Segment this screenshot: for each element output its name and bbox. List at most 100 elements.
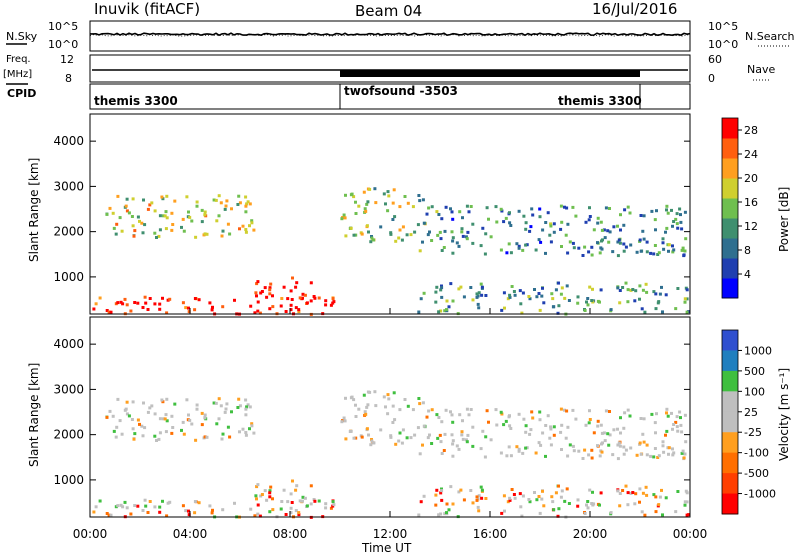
velocity-cell xyxy=(190,422,194,426)
power-cell xyxy=(224,204,228,208)
power-cell xyxy=(489,235,493,239)
velocity-panel-frame xyxy=(89,316,691,518)
velocity-cell xyxy=(487,420,490,424)
power-cell xyxy=(665,204,669,208)
power-cell xyxy=(148,203,152,207)
y-tick-label: 3000 xyxy=(53,382,84,396)
power-cell xyxy=(437,213,441,216)
velocity-cell xyxy=(564,436,568,440)
velocity-cell xyxy=(518,492,522,496)
power-cell xyxy=(434,300,438,304)
power-cell xyxy=(98,296,102,300)
velocity-cell xyxy=(645,443,649,447)
power-cell xyxy=(600,228,604,232)
power-cell xyxy=(365,202,369,206)
velocity-cell xyxy=(109,513,113,517)
power-cell xyxy=(439,288,443,292)
power-cell xyxy=(384,202,387,206)
velocity-cell xyxy=(584,423,588,427)
power-cell xyxy=(576,301,580,305)
velocity-cell xyxy=(500,412,504,416)
velocity-cell xyxy=(661,444,665,448)
velocity-cell xyxy=(250,424,254,428)
power-colorbar-label-tick: 28 xyxy=(744,124,758,137)
velocity-cell xyxy=(521,451,525,455)
power-cell xyxy=(203,210,207,214)
power-cell xyxy=(256,280,260,284)
power-cell xyxy=(268,307,272,311)
power-cell xyxy=(436,233,440,237)
power-cell xyxy=(519,302,523,306)
power-cell xyxy=(131,197,135,201)
velocity-panel: 1000 2000 3000 4000 Slant Range [km] 1000 50… xyxy=(27,308,791,554)
power-cell xyxy=(440,286,444,290)
velocity-cell xyxy=(449,485,453,489)
power-cell xyxy=(136,301,140,305)
power-cell xyxy=(598,300,601,304)
velocity-cell xyxy=(661,440,665,444)
power-cell xyxy=(170,228,174,232)
velocity-cell xyxy=(529,428,533,432)
power-cell xyxy=(612,225,616,229)
velocity-cell xyxy=(289,492,293,496)
power-cell xyxy=(567,299,571,302)
power-cell xyxy=(559,204,563,208)
power-cell xyxy=(406,201,410,205)
power-cell xyxy=(622,249,626,253)
velocity-cell xyxy=(268,489,272,493)
velocity-cell xyxy=(606,432,610,436)
velocity-cell xyxy=(349,396,353,400)
velocity-cell xyxy=(439,440,443,444)
velocity-cell xyxy=(616,427,619,431)
cpid-segment-2: themis 3300 xyxy=(558,94,642,108)
power-cell xyxy=(622,223,626,227)
power-cell xyxy=(606,229,610,233)
velocity-cell xyxy=(200,423,204,427)
velocity-cell xyxy=(344,396,347,400)
velocity-cell xyxy=(603,439,607,443)
power-cell xyxy=(661,241,665,245)
power-cell xyxy=(132,234,136,238)
power-cell xyxy=(153,209,157,213)
power-cell xyxy=(400,238,404,242)
velocity-cell xyxy=(671,427,674,431)
power-cell xyxy=(286,297,290,301)
velocity-cell xyxy=(471,425,475,429)
velocity-cell xyxy=(608,410,611,413)
power-colorbar-swatch xyxy=(722,258,738,279)
power-colorbar: 4 8 12 16 20 24 28 Power [dB] xyxy=(721,117,791,299)
power-cell xyxy=(324,303,328,307)
power-cell xyxy=(559,227,563,231)
velocity-cell xyxy=(525,446,529,450)
x-tick-label: 12:00 xyxy=(373,527,408,541)
power-cell xyxy=(665,208,668,212)
velocity-cell xyxy=(440,498,444,502)
velocity-cell xyxy=(479,447,483,451)
power-cell xyxy=(387,194,391,198)
nave-label: Nave xyxy=(747,63,775,76)
velocity-colorbar-label-tick: 100 xyxy=(744,385,765,398)
power-cell xyxy=(382,192,386,196)
velocity-cell xyxy=(146,410,150,414)
velocity-cell xyxy=(619,431,622,435)
power-cell xyxy=(391,218,395,221)
velocity-cell xyxy=(654,495,658,499)
power-cell xyxy=(471,241,475,245)
power-cell xyxy=(324,299,328,303)
velocity-cell xyxy=(471,501,475,505)
power-cell xyxy=(214,198,218,202)
power-cell xyxy=(211,305,214,309)
power-cell xyxy=(405,233,409,237)
velocity-cell xyxy=(368,390,372,394)
velocity-cell xyxy=(679,423,683,427)
velocity-cell xyxy=(475,495,479,499)
velocity-cell xyxy=(533,491,536,494)
velocity-cell xyxy=(479,485,483,489)
power-cell xyxy=(657,251,661,255)
velocity-cell xyxy=(587,453,591,457)
velocity-cell xyxy=(679,416,682,420)
velocity-cell xyxy=(666,414,670,418)
velocity-cell xyxy=(528,500,532,504)
power-cell xyxy=(601,238,604,242)
velocity-cell xyxy=(366,403,370,407)
